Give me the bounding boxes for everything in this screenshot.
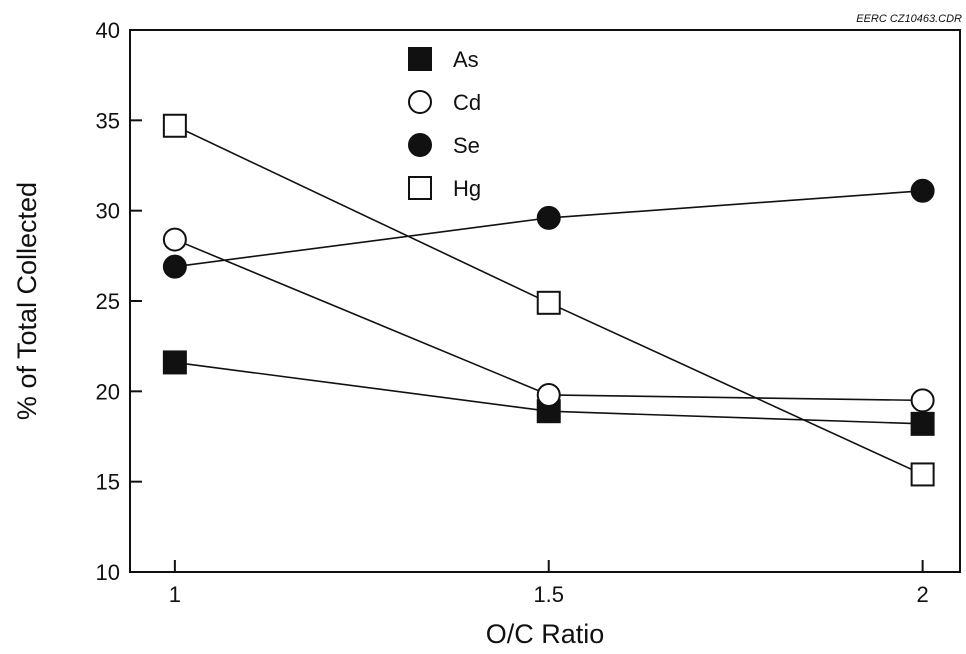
y-tick-label: 10: [96, 560, 120, 585]
data-point-as: [162, 350, 187, 375]
x-axis: 1 1.5 2: [169, 560, 929, 607]
data-series: [162, 113, 935, 487]
legend-marker-as: [408, 47, 432, 71]
legend-item-hg: Hg: [408, 176, 481, 201]
legend: As Cd Se Hg: [408, 47, 481, 201]
y-tick-label: 40: [96, 18, 120, 43]
data-point-hg: [536, 290, 561, 315]
data-point-hg: [162, 113, 187, 138]
y-axis: 10 15 20 25 30 35 40: [96, 18, 142, 585]
y-tick-label: 25: [96, 289, 120, 314]
legend-item-se: Se: [408, 133, 480, 158]
series-cd: [162, 227, 935, 413]
y-tick-label: 30: [96, 199, 120, 224]
legend-marker-cd: [408, 90, 432, 114]
x-tick-label: 1: [169, 582, 181, 607]
data-point-se: [536, 205, 561, 230]
legend-label-as: As: [453, 47, 479, 72]
legend-label-hg: Hg: [453, 176, 481, 201]
data-point-cd: [162, 227, 187, 252]
legend-marker-se: [408, 133, 432, 157]
y-tick-label: 15: [96, 470, 120, 495]
series-se: [162, 178, 935, 279]
legend-item-cd: Cd: [408, 90, 481, 115]
legend-marker-hg: [408, 176, 432, 200]
y-tick-label: 35: [96, 108, 120, 133]
y-tick-label: 20: [96, 379, 120, 404]
figure-credit: EERC CZ10463.CDR: [856, 13, 962, 25]
data-point-se: [162, 254, 187, 279]
data-point-se: [910, 178, 935, 203]
data-point-as: [910, 411, 935, 436]
y-axis-title: % of Total Collected: [12, 182, 42, 420]
series-as: [162, 350, 935, 436]
x-tick-label: 1.5: [533, 582, 564, 607]
legend-label-se: Se: [453, 133, 480, 158]
series-line-cd: [174, 238, 923, 402]
data-point-cd: [910, 388, 935, 413]
x-axis-title: O/C Ratio: [486, 619, 605, 649]
legend-label-cd: Cd: [453, 90, 481, 115]
data-point-hg: [910, 462, 935, 487]
legend-item-as: As: [408, 47, 479, 72]
data-point-cd: [536, 382, 561, 407]
series-hg: [162, 113, 935, 487]
x-tick-label: 2: [916, 582, 928, 607]
